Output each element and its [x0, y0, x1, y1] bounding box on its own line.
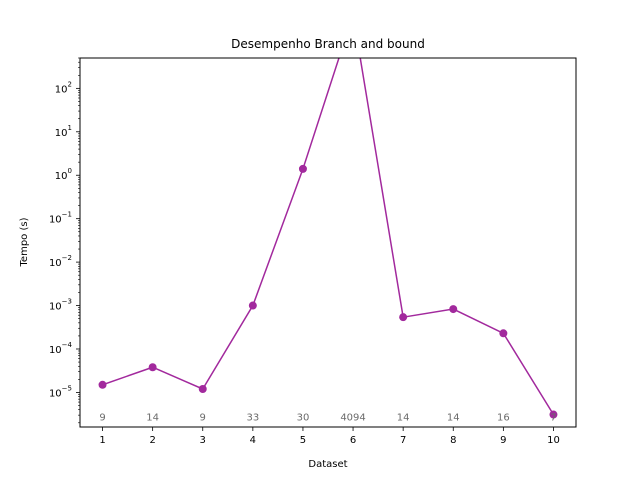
annotation-labels: 9 14 9 33 30 4094 14 14 16 7: [99, 412, 556, 423]
annotation-label: 7: [550, 412, 556, 423]
x-tick-label: 8: [450, 435, 456, 446]
data-point: [549, 410, 558, 419]
annotation-label: 9: [99, 412, 105, 423]
y-axis-label: Tempo (s): [19, 217, 30, 267]
data-point: [248, 301, 257, 310]
data-point: [148, 363, 157, 372]
y-tick-label: 101: [55, 124, 72, 139]
chart-title: Desempenho Branch and bound: [231, 37, 425, 51]
data-point: [449, 305, 458, 314]
data-point: [298, 164, 307, 173]
axis-ticks: 1 2 3 4 5 6 7 8 9 10 10−5 10−4 10−3 10−2 10−1 100 101 102: [49, 57, 560, 446]
y-tick-label: 10−3: [49, 298, 72, 313]
plot-area: [98, 11, 558, 419]
y-tick-label: 10−2: [49, 254, 72, 269]
y-tick-label: 10−4: [49, 341, 73, 356]
x-tick-label: 7: [400, 435, 406, 446]
x-tick-label: 5: [300, 435, 306, 446]
annotation-label: 16: [497, 412, 510, 423]
annotation-label: 4094: [340, 412, 365, 423]
x-tick-label: 10: [547, 435, 560, 446]
x-axis-label: Dataset: [308, 459, 347, 470]
data-point: [198, 384, 207, 393]
x-tick-label: 6: [350, 435, 356, 446]
data-point: [499, 329, 508, 338]
y-tick-label: 100: [55, 167, 72, 182]
data-point: [399, 313, 408, 322]
y-tick-label: 102: [55, 80, 72, 95]
annotation-label: 14: [447, 412, 460, 423]
x-tick-label: 2: [149, 435, 155, 446]
data-point: [349, 11, 357, 19]
y-tick-label: 10−1: [49, 211, 72, 226]
annotation-label: 30: [297, 412, 310, 423]
annotation-label: 14: [397, 412, 410, 423]
series-line: [102, 58, 555, 415]
data-point: [98, 380, 107, 389]
y-tick-label: 10−5: [49, 384, 72, 399]
plot-frame: [79, 57, 577, 428]
x-tick-label: 9: [500, 435, 506, 446]
x-tick-label: 3: [200, 435, 206, 446]
x-tick-label: 4: [250, 435, 256, 446]
annotation-label: 33: [246, 412, 259, 423]
x-tick-label: 1: [99, 435, 105, 446]
annotation-label: 14: [146, 412, 159, 423]
annotation-label: 9: [200, 412, 206, 423]
